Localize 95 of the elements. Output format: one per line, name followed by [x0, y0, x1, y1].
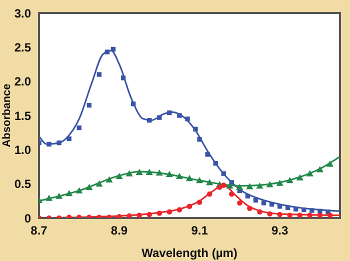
point: [136, 168, 143, 175]
point: [236, 184, 244, 190]
point: [146, 212, 152, 218]
point: [257, 209, 262, 214]
point: [86, 184, 93, 190]
point: [213, 160, 218, 166]
point: [166, 209, 172, 214]
point: [245, 194, 250, 198]
point: [285, 205, 290, 210]
point: [327, 212, 333, 218]
point: [186, 204, 192, 210]
point: [206, 179, 214, 186]
point: [205, 152, 210, 157]
point: [276, 180, 284, 186]
point: [76, 125, 82, 130]
point: [297, 212, 303, 218]
point: [193, 126, 198, 132]
point: [221, 171, 226, 176]
point: [136, 212, 142, 218]
point: [277, 204, 282, 209]
point: [256, 182, 264, 189]
point: [310, 208, 314, 213]
point: [228, 191, 234, 197]
point: [116, 172, 123, 180]
y-axis-title: Absorbance: [0, 84, 13, 148]
x-tick-label: 9.1: [191, 224, 208, 238]
y-tick-label: 0.5: [14, 177, 32, 192]
point: [110, 46, 116, 52]
point: [104, 50, 110, 54]
y-tick-label: 3.0: [14, 6, 32, 20]
x-tick-label: 9.3: [271, 224, 288, 238]
point: [317, 212, 323, 218]
y-tick-label: 2.0: [14, 74, 32, 89]
point: [307, 212, 313, 218]
point: [56, 140, 62, 146]
point: [266, 181, 274, 188]
point: [96, 72, 102, 77]
point: [185, 116, 190, 122]
point: [318, 208, 322, 214]
point: [166, 170, 173, 178]
point: [286, 176, 294, 184]
point: [156, 210, 162, 216]
point: [45, 194, 53, 201]
point: [253, 198, 258, 203]
point: [302, 207, 306, 212]
point: [66, 190, 73, 196]
point: [261, 200, 266, 206]
point: [96, 180, 103, 187]
point: [306, 170, 314, 176]
point: [177, 113, 182, 118]
y-tick-label: 1.5: [14, 108, 32, 123]
point: [287, 212, 292, 218]
point: [120, 76, 126, 80]
point: [126, 170, 133, 176]
x-tick-label: 8.7: [30, 224, 48, 238]
point: [176, 207, 182, 212]
point: [197, 137, 202, 142]
point: [196, 176, 204, 184]
point: [269, 202, 274, 207]
point: [176, 172, 184, 180]
point: [146, 168, 153, 175]
point: [277, 212, 282, 218]
point: [206, 191, 212, 197]
x-tick-label: 8.9: [110, 224, 128, 238]
point: [220, 182, 226, 188]
point: [56, 192, 63, 199]
y-tick-label: 0: [24, 211, 32, 226]
point: [267, 211, 272, 217]
point: [76, 187, 83, 194]
point: [237, 200, 242, 206]
point: [130, 102, 136, 106]
point: [216, 184, 222, 190]
y-tick-label: 2.5: [14, 40, 32, 54]
point: [86, 102, 92, 108]
point: [116, 214, 122, 218]
point: [126, 213, 132, 218]
point: [106, 176, 113, 182]
point: [196, 200, 202, 205]
point: [66, 136, 72, 142]
point: [167, 110, 172, 116]
point: [147, 118, 152, 123]
point: [246, 183, 254, 190]
point: [326, 160, 334, 167]
point: [157, 115, 162, 120]
point: [186, 174, 194, 182]
y-tick-label: 1.0: [14, 142, 32, 157]
point: [226, 182, 234, 189]
point: [156, 169, 163, 176]
line-series: [39, 156, 340, 203]
point: [46, 142, 52, 147]
point: [296, 174, 304, 180]
x-axis-title: Wavelength (µm): [142, 246, 238, 260]
point: [247, 206, 252, 212]
point: [294, 206, 298, 212]
point: [316, 166, 324, 172]
